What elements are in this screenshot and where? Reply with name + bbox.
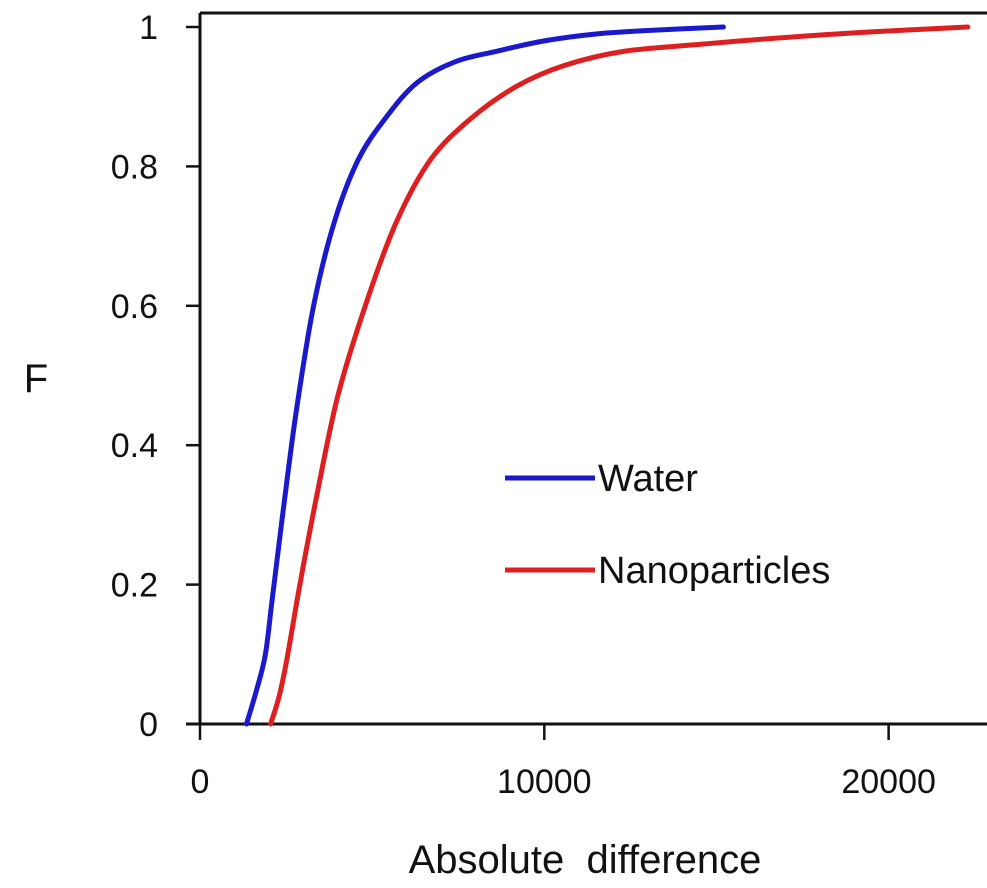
y-tick-label: 1 [139, 9, 158, 47]
y-tick-label: 0.8 [111, 148, 158, 186]
legend-label-water: Water [598, 458, 698, 500]
x-tick-label: 0 [191, 763, 210, 801]
series-line-water [244, 24, 726, 727]
legend-label-nanoparticles: Nanoparticles [598, 550, 830, 592]
x-tick-label: 20000 [841, 763, 936, 801]
y-tick-label: 0.4 [111, 427, 158, 465]
y-tick-label: 0 [139, 706, 158, 744]
y-axis-label: F [24, 357, 48, 401]
x-tick-label: 10000 [497, 763, 592, 801]
x-axis-label: Absolute difference [409, 838, 762, 882]
series-line-nanoparticles [268, 24, 971, 727]
legend: Water Nanoparticles [505, 458, 830, 592]
y-tick-label: 0.2 [111, 567, 158, 605]
y-tick-label: 0.6 [111, 288, 158, 326]
